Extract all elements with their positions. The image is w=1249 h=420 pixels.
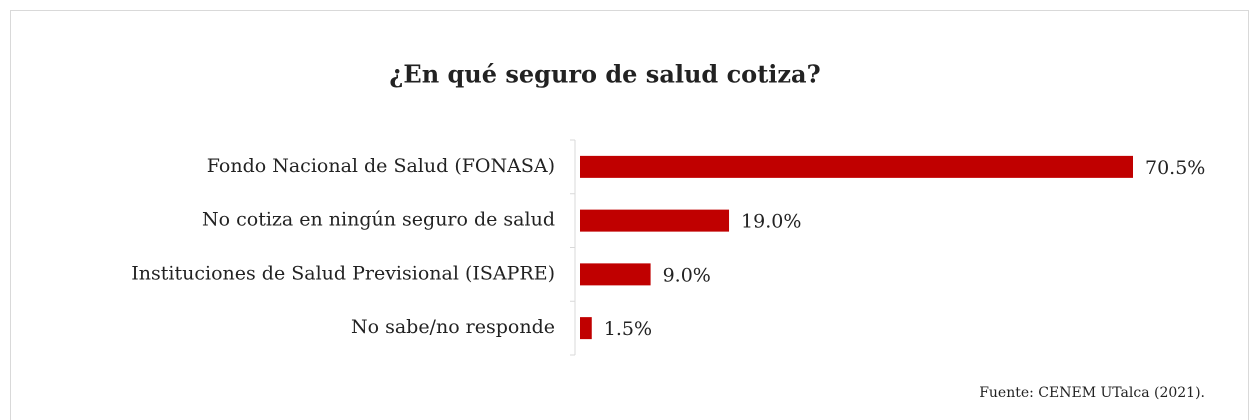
data-label: 9.0%	[663, 264, 711, 286]
category-label: No cotiza en ningún seguro de salud	[202, 209, 555, 231]
category-label: Fondo Nacional de Salud (FONASA)	[207, 155, 555, 177]
bar	[580, 155, 1133, 178]
bar	[580, 209, 730, 232]
data-label: 1.5%	[604, 318, 652, 340]
category-label: Instituciones de Salud Previsional (ISAP…	[131, 262, 555, 284]
bar	[580, 317, 592, 340]
data-label: 70.5%	[1145, 157, 1205, 179]
category-label: No sabe/no responde	[351, 316, 555, 338]
source: Fuente: CENEM UTalca (2021).	[979, 385, 1205, 401]
bar	[580, 263, 651, 286]
chart-title: ¿En qué seguro de salud cotiza?	[389, 60, 820, 89]
data-label: 19.0%	[741, 211, 801, 233]
